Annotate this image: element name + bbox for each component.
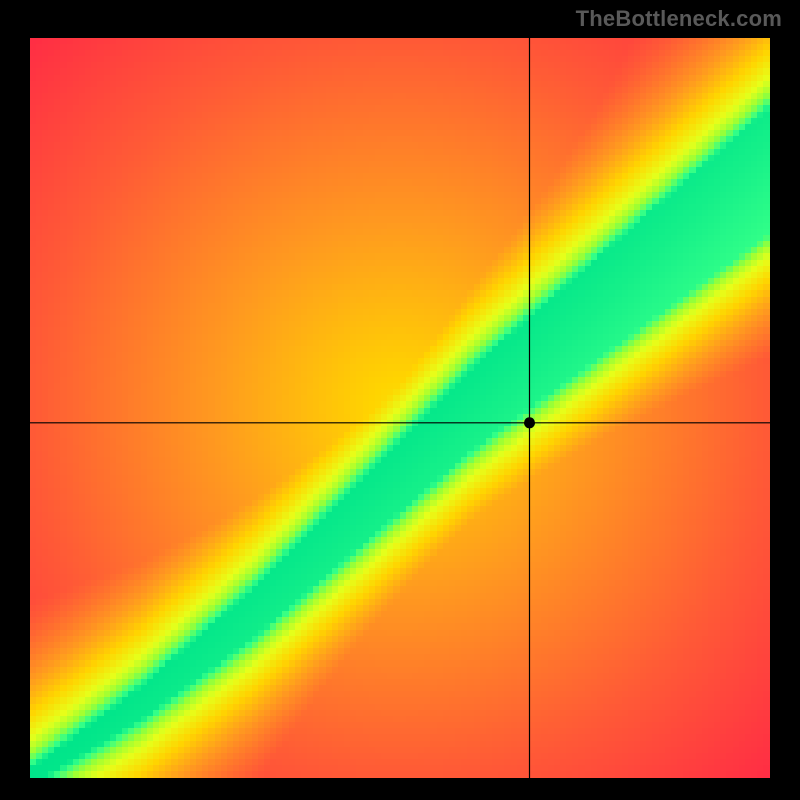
heatmap-canvas <box>30 38 770 778</box>
plot-area <box>30 38 770 778</box>
chart-stage: TheBottleneck.com <box>0 0 800 800</box>
watermark-text: TheBottleneck.com <box>576 6 782 32</box>
